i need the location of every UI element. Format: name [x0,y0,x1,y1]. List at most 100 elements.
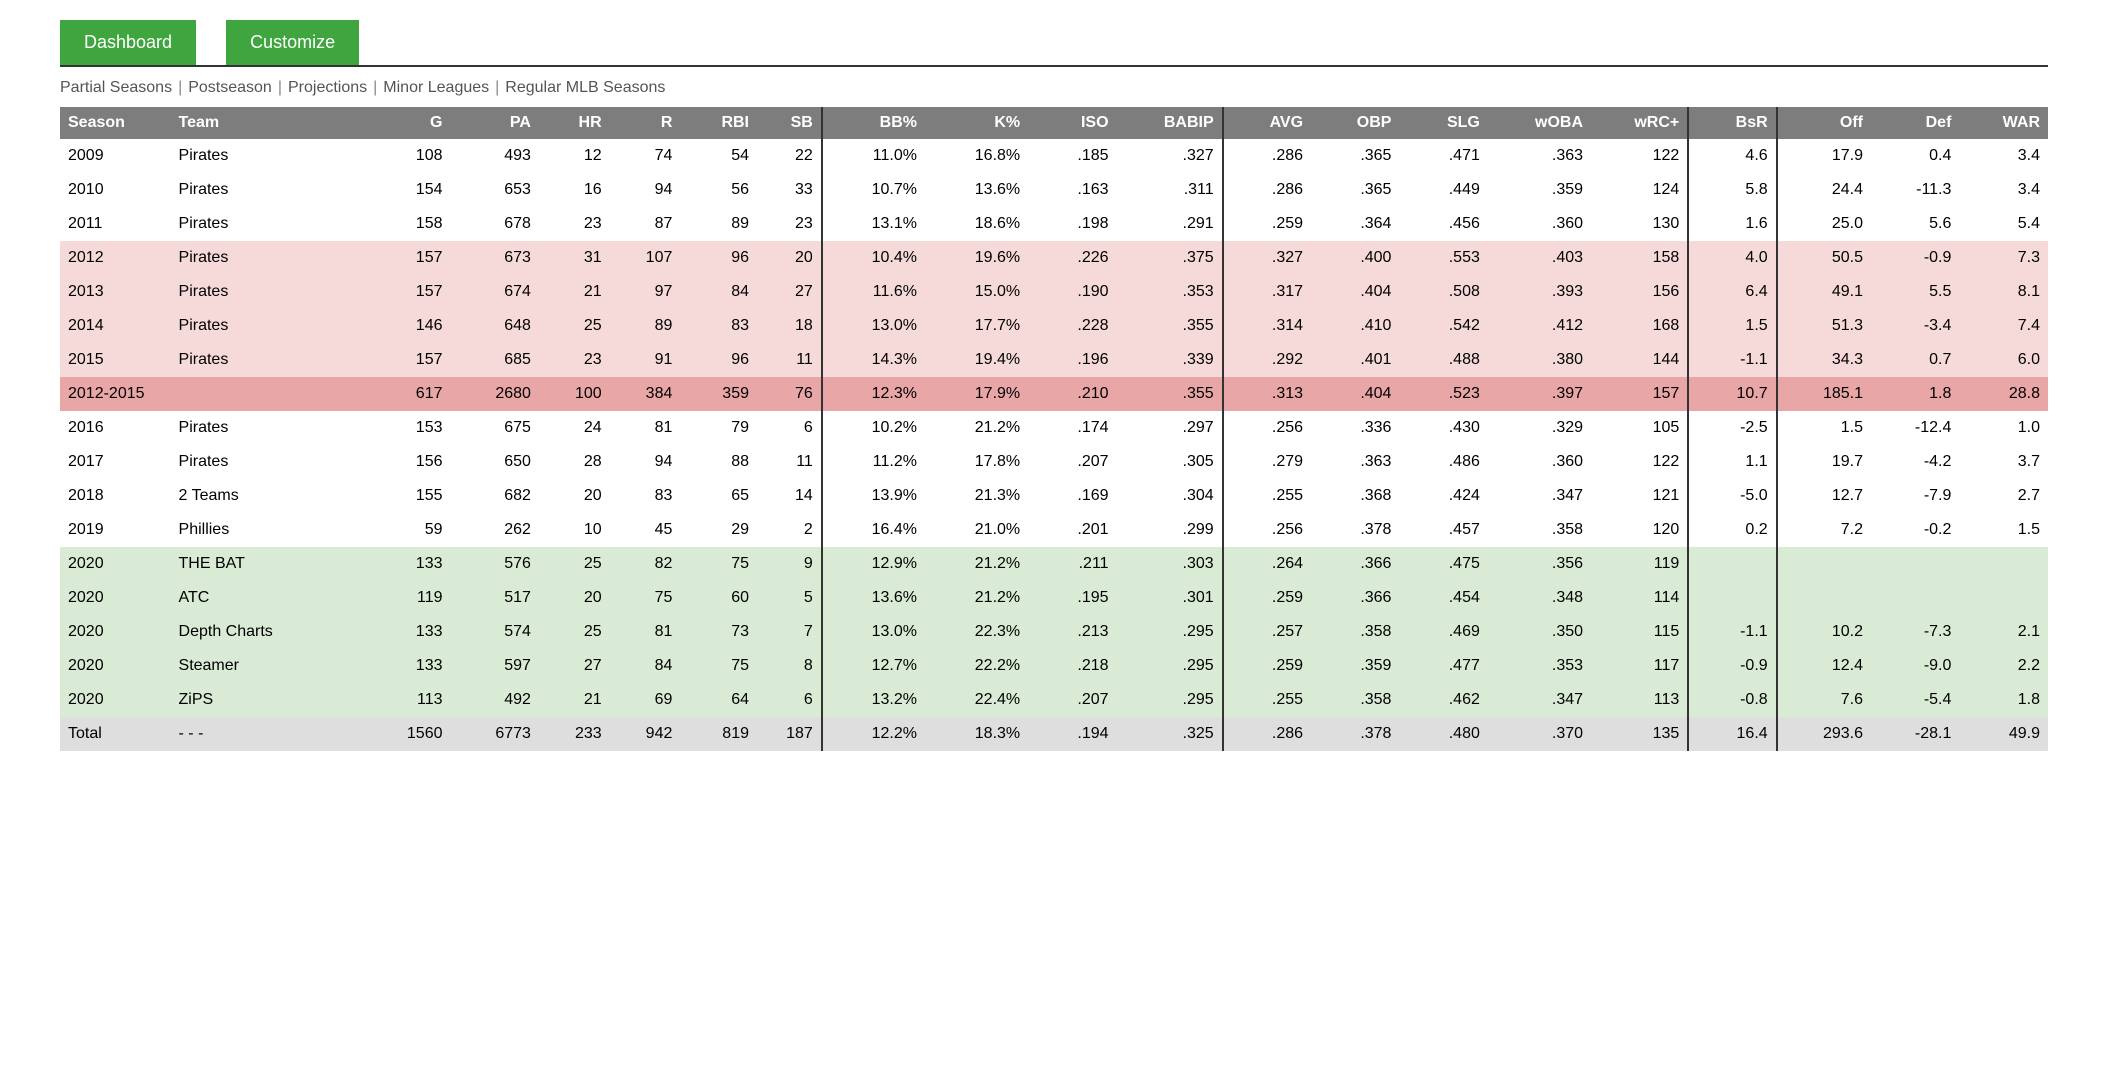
cell-babip: .297 [1117,411,1223,445]
cell-g: 108 [362,139,450,173]
cell-pa: 674 [451,275,539,309]
cell-def: -7.3 [1871,615,1959,649]
cell-babip: .353 [1117,275,1223,309]
cell-wrc: 135 [1591,717,1688,751]
cell-war: 1.5 [1959,513,2048,547]
cell-bb: 13.6% [822,581,925,615]
cell-avg: .292 [1223,343,1311,377]
cell-team: 2 Teams [171,479,363,513]
filter-link[interactable]: Minor Leagues [383,79,489,96]
cell-woba: .347 [1488,683,1591,717]
cell-k: 21.3% [925,479,1028,513]
cell-war: 2.1 [1959,615,2048,649]
cell-off: 293.6 [1777,717,1871,751]
col-header-avg[interactable]: AVG [1223,107,1311,139]
cell-iso: .174 [1028,411,1116,445]
cell-obp: .400 [1311,241,1399,275]
col-header-hr[interactable]: HR [539,107,610,139]
cell-k: 15.0% [925,275,1028,309]
cell-team: - - - [171,717,363,751]
cell-slg: .449 [1399,173,1487,207]
cell-wrc: 168 [1591,309,1688,343]
cell-slg: .462 [1399,683,1487,717]
filter-separator: | [178,79,182,96]
cell-rbi: 75 [680,547,757,581]
cell-woba: .347 [1488,479,1591,513]
cell-sb: 76 [757,377,822,411]
cell-sb: 20 [757,241,822,275]
cell-hr: 16 [539,173,610,207]
cell-off: 17.9 [1777,139,1871,173]
cell-bb: 10.7% [822,173,925,207]
col-header-wrc[interactable]: wRC+ [1591,107,1688,139]
cell-pa: 574 [451,615,539,649]
cell-k: 19.4% [925,343,1028,377]
cell-g: 1560 [362,717,450,751]
cell-k: 21.2% [925,547,1028,581]
cell-wrc: 115 [1591,615,1688,649]
cell-wrc: 124 [1591,173,1688,207]
cell-g: 157 [362,343,450,377]
col-header-woba[interactable]: wOBA [1488,107,1591,139]
cell-r: 69 [610,683,681,717]
cell-team: Pirates [171,207,363,241]
filter-link[interactable]: Partial Seasons [60,79,172,96]
filter-link[interactable]: Postseason [188,79,272,96]
cell-def: -0.9 [1871,241,1959,275]
table-row: 2020Depth Charts133574258173713.0%22.3%.… [60,615,2048,649]
col-header-team[interactable]: Team [171,107,363,139]
cell-g: 156 [362,445,450,479]
table-row: 2012Pirates15767331107962010.4%19.6%.226… [60,241,2048,275]
cell-iso: .210 [1028,377,1116,411]
cell-bb: 16.4% [822,513,925,547]
table-row: 2019Phillies59262104529216.4%21.0%.201.2… [60,513,2048,547]
col-header-bsr[interactable]: BsR [1688,107,1776,139]
filter-separator: | [373,79,377,96]
cell-off [1777,547,1871,581]
col-header-off[interactable]: Off [1777,107,1871,139]
col-header-season[interactable]: Season [60,107,171,139]
cell-team: Pirates [171,343,363,377]
col-header-obp[interactable]: OBP [1311,107,1399,139]
customize-button[interactable]: Customize [226,20,359,65]
cell-bsr: 5.8 [1688,173,1776,207]
cell-r: 384 [610,377,681,411]
cell-wrc: 122 [1591,445,1688,479]
col-header-def[interactable]: Def [1871,107,1959,139]
col-header-r[interactable]: R [610,107,681,139]
cell-rbi: 64 [680,683,757,717]
col-header-slg[interactable]: SLG [1399,107,1487,139]
cell-babip: .291 [1117,207,1223,241]
filter-link[interactable]: Regular MLB Seasons [505,79,665,96]
col-header-sb[interactable]: SB [757,107,822,139]
cell-iso: .196 [1028,343,1116,377]
cell-season: 2015 [60,343,171,377]
cell-hr: 24 [539,411,610,445]
col-header-g[interactable]: G [362,107,450,139]
col-header-babip[interactable]: BABIP [1117,107,1223,139]
col-header-rbi[interactable]: RBI [680,107,757,139]
cell-pa: 493 [451,139,539,173]
col-header-pa[interactable]: PA [451,107,539,139]
cell-war: 7.4 [1959,309,2048,343]
cell-team: Pirates [171,445,363,479]
col-header-k[interactable]: K% [925,107,1028,139]
cell-g: 157 [362,275,450,309]
cell-season: 2010 [60,173,171,207]
cell-iso: .226 [1028,241,1116,275]
cell-r: 942 [610,717,681,751]
cell-rbi: 56 [680,173,757,207]
cell-bsr: 1.6 [1688,207,1776,241]
cell-team: Pirates [171,275,363,309]
cell-g: 113 [362,683,450,717]
dashboard-button[interactable]: Dashboard [60,20,196,65]
cell-war: 3.7 [1959,445,2048,479]
col-header-iso[interactable]: ISO [1028,107,1116,139]
col-header-war[interactable]: WAR [1959,107,2048,139]
cell-off: 51.3 [1777,309,1871,343]
cell-sb: 23 [757,207,822,241]
col-header-bb[interactable]: BB% [822,107,925,139]
filter-link[interactable]: Projections [288,79,367,96]
cell-woba: .360 [1488,207,1591,241]
cell-babip: .355 [1117,377,1223,411]
